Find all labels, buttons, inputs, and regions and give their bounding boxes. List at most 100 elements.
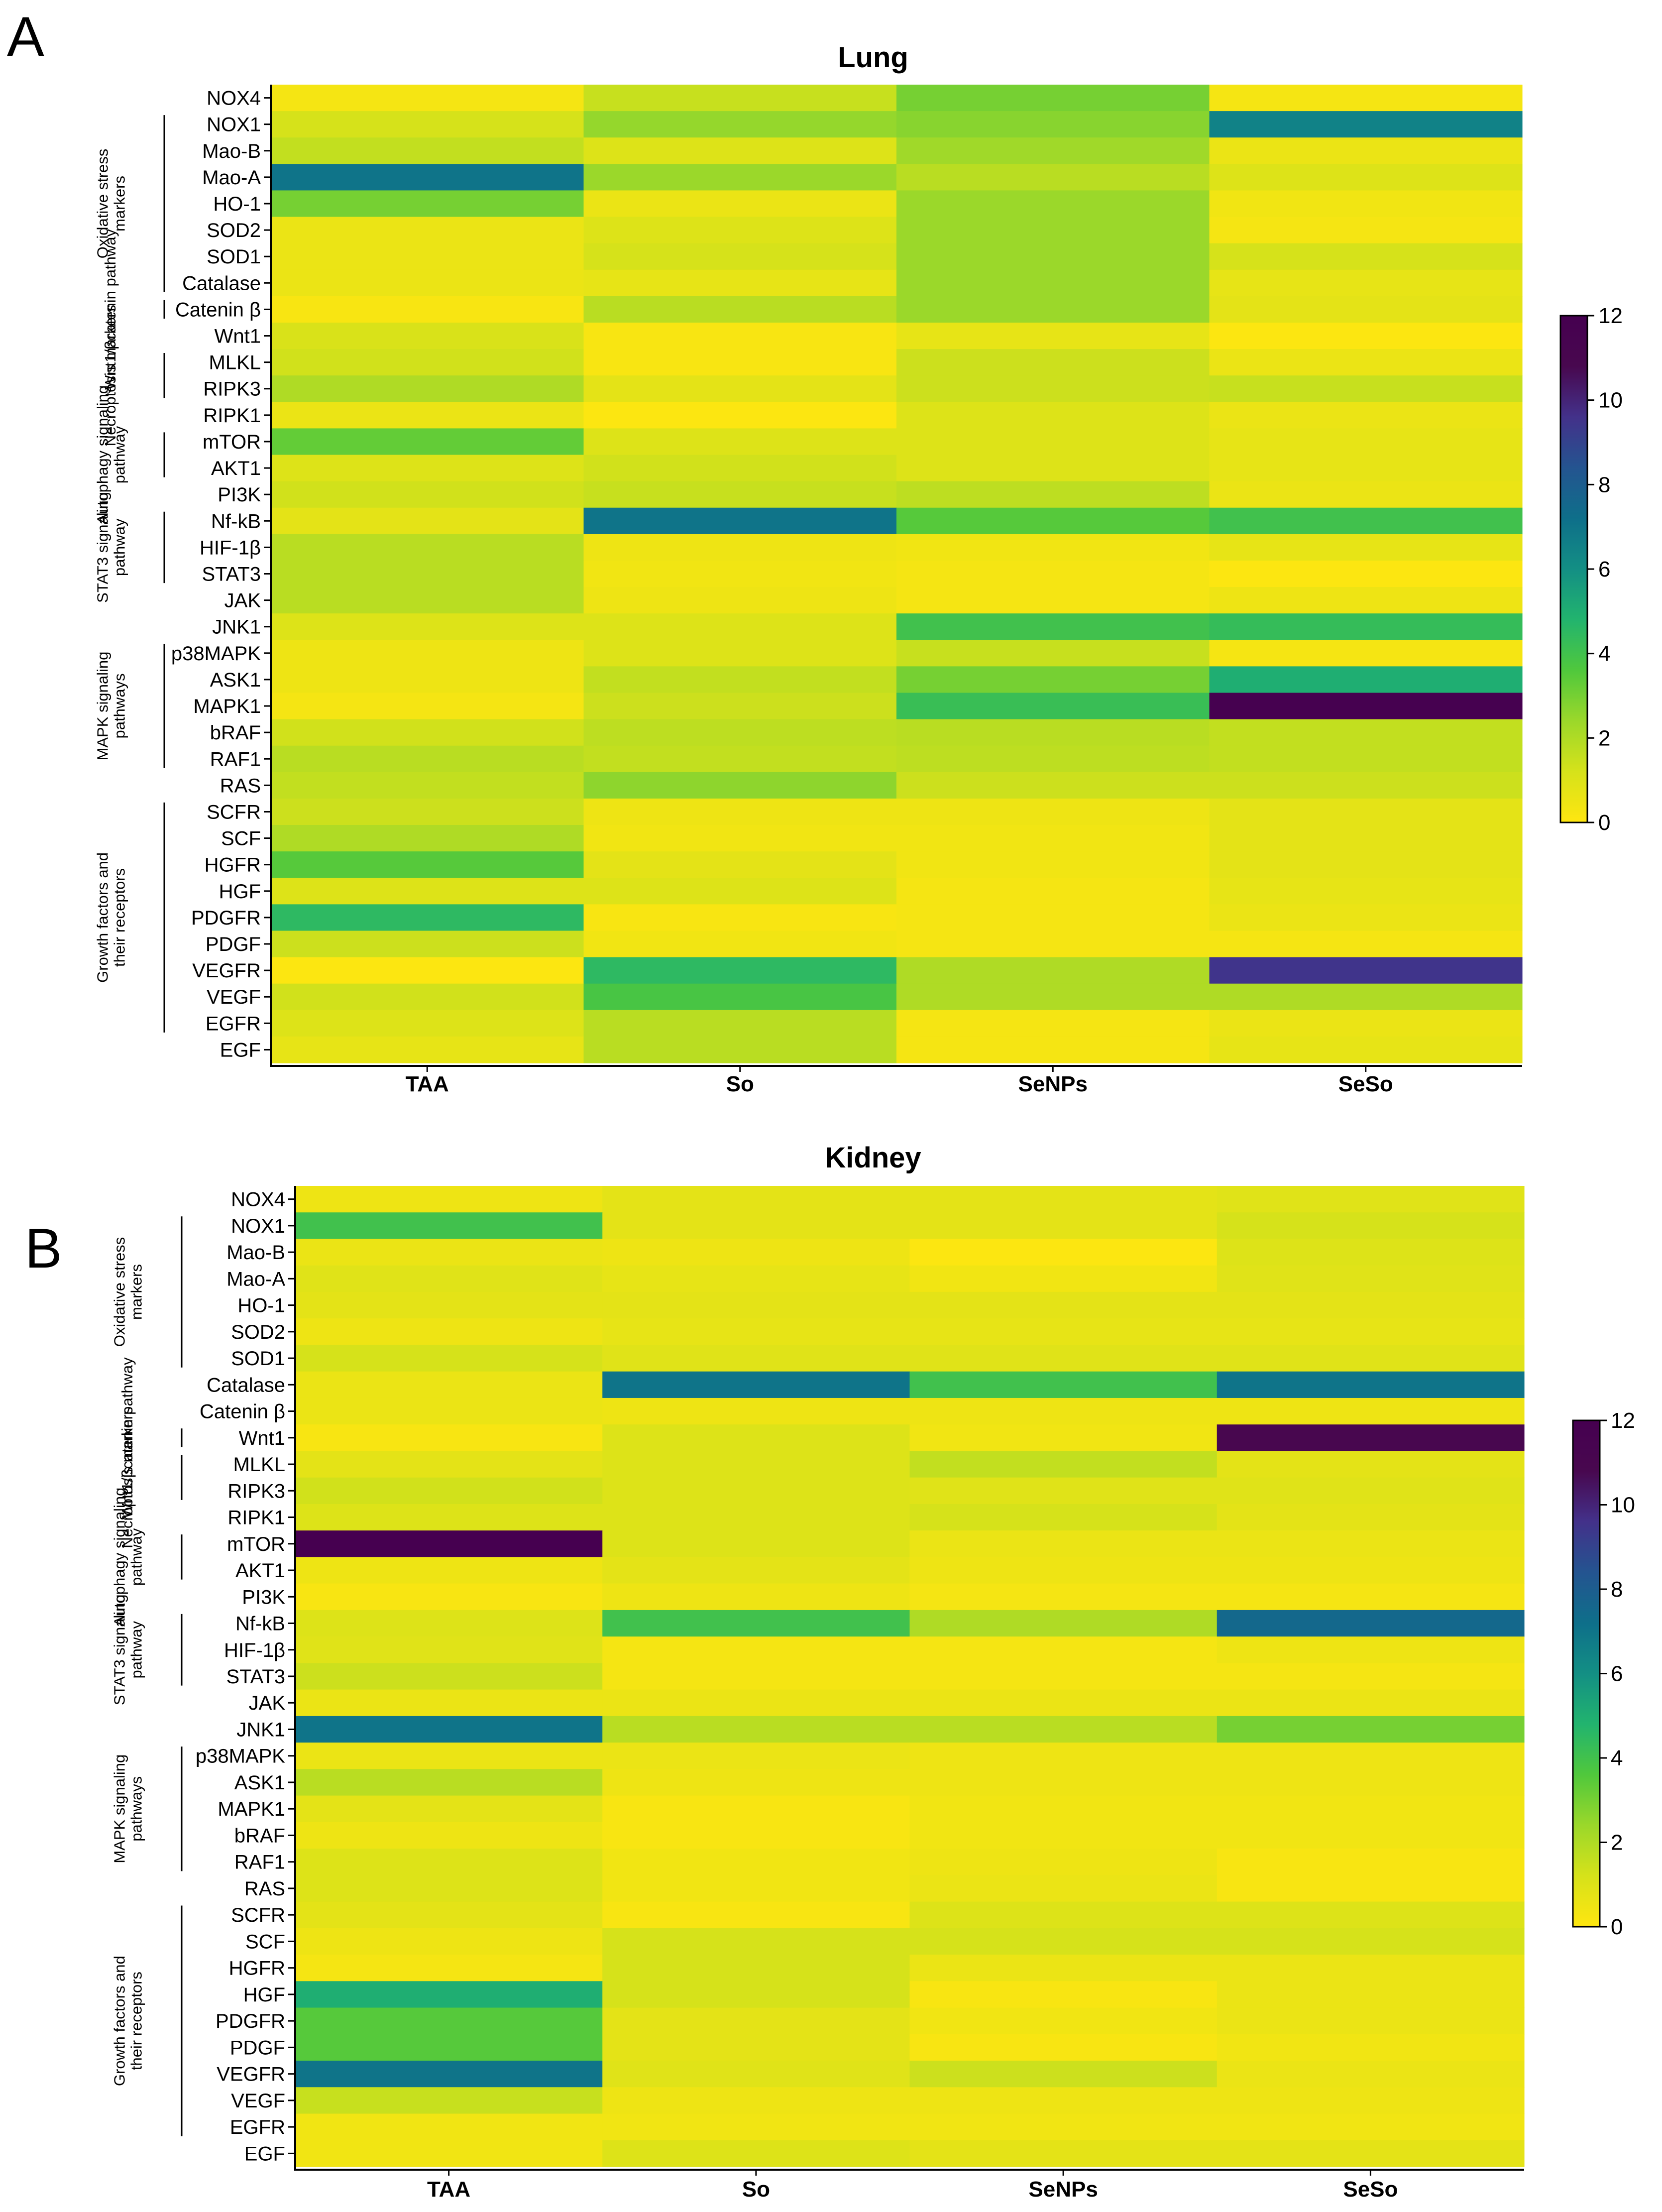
lung-cell-scfr-senps: [896, 798, 1210, 825]
lung-cell-raf1-taa: [271, 745, 584, 773]
panel-letter-a: A: [7, 5, 44, 68]
kidney-cell-ripk1-so: [602, 1504, 910, 1531]
lung-cell-pdgf-so: [583, 931, 897, 958]
kidney-cell-scfr-so: [602, 1901, 910, 1929]
lung-cell-ask1-so: [583, 666, 897, 694]
kidney-row-label-braf: bRAF: [234, 1825, 285, 1847]
kidney-row-label-p38mapk: p38MAPK: [196, 1746, 285, 1767]
lung-cell-nox4-senps: [896, 85, 1210, 112]
lung-cell-akt1-taa: [271, 455, 584, 482]
lung-cell-catalase-so: [583, 269, 897, 297]
lung-cell-mapk1-so: [583, 693, 897, 720]
kidney-row-label-nf-kb: Nf-kB: [235, 1613, 285, 1635]
kidney-row-label-jnk1: JNK1: [236, 1719, 285, 1741]
lung-cell-hif-1-taa: [271, 534, 584, 561]
kidney-cell-scfr-senps: [909, 1901, 1218, 1929]
kidney-cell-mao-a-taa: [295, 1265, 603, 1292]
lung-cell-pi3k-taa: [271, 481, 584, 508]
lung-colorbar-label-12: 12: [1598, 304, 1623, 328]
kidney-cell-wnt1-seso: [1217, 1424, 1525, 1452]
lung-cell-sod2-senps: [896, 217, 1210, 244]
lung-cell-p38mapk-so: [583, 640, 897, 667]
kidney-cell-hif-1-so: [602, 1636, 910, 1663]
lung-cell-raf1-senps: [896, 745, 1210, 773]
kidney-row-label-jak: JAK: [249, 1692, 286, 1714]
lung-cell-nox1-so: [583, 111, 897, 138]
kidney-cell-akt1-senps: [909, 1557, 1218, 1584]
lung-chart-title: Lung: [838, 41, 908, 74]
kidney-cell-hgfr-senps: [909, 1955, 1218, 1981]
kidney-cell-mtor-taa: [295, 1530, 603, 1557]
lung-cell-ripk1-taa: [271, 402, 584, 429]
lung-colorbar-label-6: 6: [1598, 557, 1610, 582]
kidney-cell-jnk1-seso: [1217, 1716, 1525, 1743]
lung-cell-ask1-taa: [271, 666, 584, 694]
lung-cell-scf-seso: [1209, 825, 1523, 852]
kidney-cell-mapk1-senps: [909, 1795, 1218, 1823]
kidney-heatmap-panel: Kidney NOX4 NOX1 Mao-B Mao-A HO-1 SOD2 SOD1 Cat…: [111, 1142, 1635, 2202]
lung-cell-mtor-so: [583, 428, 897, 456]
kidney-cell-ras-so: [602, 1875, 910, 1902]
kidney-cell-ho-1-so: [602, 1291, 910, 1319]
kidney-cell-mtor-seso: [1217, 1530, 1525, 1557]
lung-cell-hif-1-senps: [896, 534, 1210, 561]
lung-cell-ho-1-so: [583, 190, 897, 218]
kidney-row-label-pdgf: PDGF: [230, 2037, 285, 2059]
lung-cell-ask1-seso: [1209, 666, 1523, 694]
kidney-group-label-wnt1-catenin-pathway: Wnt1/βcatenin pathway: [118, 1357, 136, 1518]
lung-cell-sod1-seso: [1209, 243, 1523, 270]
lung-cell-vegf-senps: [896, 983, 1210, 1011]
kidney-cell-hgfr-taa: [295, 1955, 603, 1981]
kidney-cell-nox4-taa: [295, 1186, 603, 1213]
kidney-cell-ripk1-taa: [295, 1504, 603, 1531]
lung-cell-ripk3-so: [583, 375, 897, 402]
kidney-cell-mlkl-taa: [295, 1451, 603, 1478]
lung-cell-scfr-so: [583, 798, 897, 825]
kidney-cell-jak-taa: [295, 1689, 603, 1717]
kidney-cell-catenin-senps: [909, 1397, 1218, 1425]
lung-cell-braf-so: [583, 719, 897, 746]
lung-cell-ripk3-seso: [1209, 375, 1523, 402]
kidney-cell-hgf-seso: [1217, 1981, 1525, 2008]
lung-cell-sod2-taa: [271, 217, 584, 244]
lung-cell-jak-so: [583, 587, 897, 614]
kidney-cell-egf-seso: [1217, 2140, 1525, 2167]
lung-cell-mao-b-seso: [1209, 137, 1523, 164]
kidney-cell-mao-b-senps: [909, 1239, 1218, 1266]
lung-group-label-wnt1-catenin-pathway: Wnt1/βcatenin pathway: [102, 229, 119, 390]
kidney-row-label-sod2: SOD2: [231, 1321, 285, 1343]
kidney-cell-vegf-senps: [909, 2087, 1218, 2114]
lung-row-label-mao-a: Mao-A: [202, 167, 261, 189]
lung-cell-hgf-senps: [896, 878, 1210, 905]
kidney-cell-mapk1-seso: [1217, 1795, 1525, 1823]
lung-row-label-mlkl: MLKL: [209, 352, 261, 374]
kidney-group-label-mapk-signaling-pathways: MAPK signalingpathways: [111, 1754, 145, 1863]
lung-cell-egf-taa: [271, 1036, 584, 1063]
lung-row-label-hgf: HGF: [219, 881, 261, 903]
lung-cell-ripk1-so: [583, 402, 897, 429]
lung-row-label-mao-b: Mao-B: [202, 140, 261, 162]
kidney-group-label-growth-factors-and-their-receptors: Growth factors andtheir receptors: [111, 1956, 145, 2086]
kidney-cell-p38mapk-senps: [909, 1743, 1218, 1769]
kidney-colorbar-label-10: 10: [1611, 1493, 1635, 1517]
kidney-row-label-hgf: HGF: [243, 1984, 285, 2006]
kidney-cell-ripk1-seso: [1217, 1504, 1525, 1531]
kidney-row-label-scfr: SCFR: [231, 1904, 285, 1926]
kidney-group-label-stat3-signaling-pathway: STAT3 signalingpathway: [111, 1594, 145, 1705]
lung-row-label-nf-kb: Nf-kB: [211, 510, 261, 532]
kidney-col-label-senps: SeNPs: [1028, 2177, 1098, 2202]
lung-cell-ras-seso: [1209, 772, 1523, 799]
kidney-cell-nox1-taa: [295, 1212, 603, 1240]
kidney-cell-sod2-seso: [1217, 1318, 1525, 1346]
kidney-cell-p38mapk-taa: [295, 1743, 603, 1769]
lung-row-label-jak: JAK: [224, 590, 261, 612]
lung-colorbar: [1559, 315, 1588, 823]
kidney-cell-vegf-so: [602, 2087, 910, 2114]
lung-cell-jak-taa: [271, 587, 584, 614]
lung-cell-catenin-taa: [271, 296, 584, 323]
lung-row-label-ask1: ASK1: [210, 669, 261, 691]
lung-cell-vegfr-seso: [1209, 957, 1523, 984]
lung-cell-vegfr-so: [583, 957, 897, 984]
kidney-cell-nf-kb-so: [602, 1610, 910, 1637]
kidney-cell-stat3-so: [602, 1663, 910, 1690]
